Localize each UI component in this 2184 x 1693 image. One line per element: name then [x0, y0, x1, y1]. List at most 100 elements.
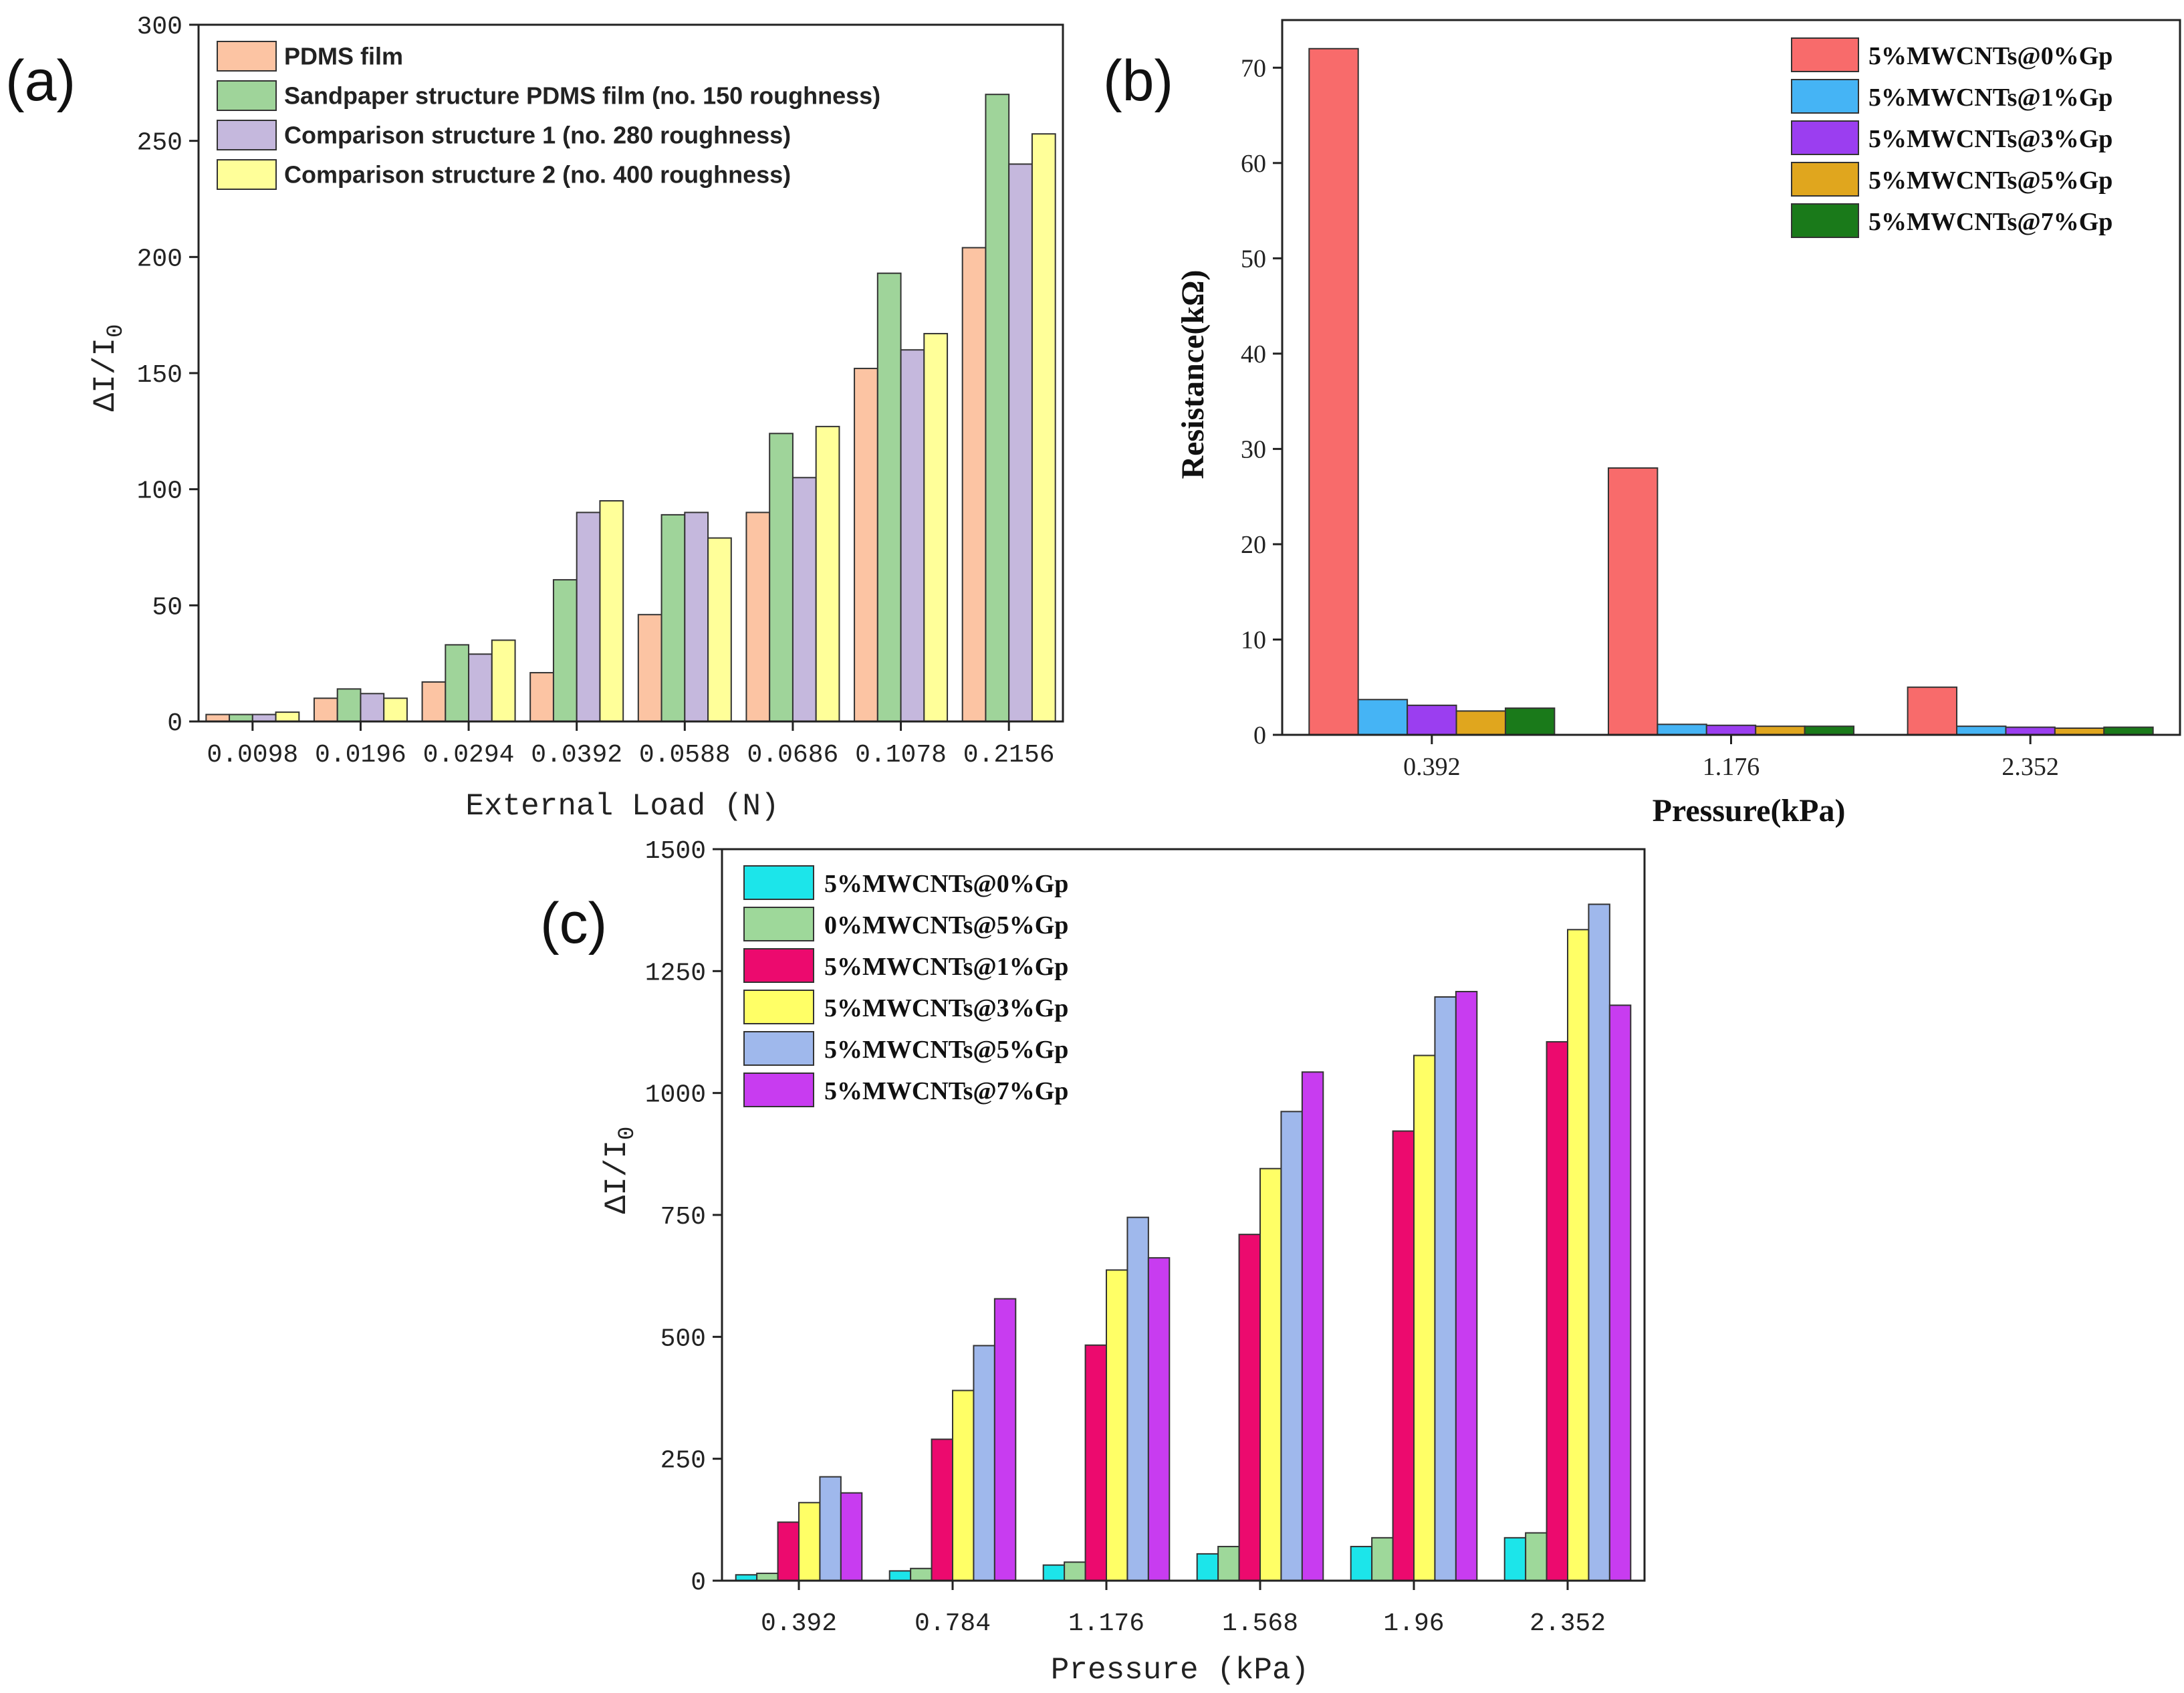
chart-b-bar: [1956, 725, 2007, 736]
chart-c-x-tick-label: 0.784: [915, 1609, 991, 1638]
chart-b-bar: [1407, 704, 1457, 736]
chart-b-bar: [1308, 47, 1359, 736]
chart-c-legend-label: 5%MWCNTs@5%Gp: [824, 1036, 1068, 1064]
chart-c-legend-label: 5%MWCNTs@3%Gp: [824, 994, 1068, 1022]
chart-b-axes: 0 10 20 30 40 50 60 70 0.392 1.176 2.352: [1241, 19, 2181, 781]
chart-b-y-tick-label: 10: [1241, 626, 1266, 654]
chart-b-legend-swatch: [1791, 79, 1859, 114]
chart-c-legend-label: 5%MWCNTs@1%Gp: [824, 953, 1068, 981]
chart-b-bars: [1308, 47, 2154, 736]
chart-a-bar: [275, 711, 300, 723]
chart-c-bars: [735, 903, 1632, 1582]
chart-a-legend-label: Comparison structure 1 (no. 280 roughnes…: [284, 121, 791, 148]
chart-c-y-tick-label: 1250: [645, 959, 706, 988]
chart-a-y-axis-label-main: ΔI/I: [88, 338, 123, 411]
chart-c-bar: [1588, 903, 1610, 1581]
chart-b-y-tick-label: 70: [1241, 54, 1266, 82]
chart-c-bar: [1126, 1216, 1149, 1581]
chart-c-y-axis-label-main: ΔI/I: [600, 1140, 634, 1214]
chart-c-bar: [1196, 1553, 1219, 1582]
chart-b-x-axis-label: Pressure(kPa): [1653, 793, 1846, 828]
chart-a-y-tick-label: 250: [137, 129, 183, 158]
chart-c-x-axis-label: Pressure (kPa): [1051, 1653, 1309, 1688]
chart-c-bar: [1064, 1561, 1086, 1582]
chart-b-y-tick-label: 30: [1241, 435, 1266, 463]
chart-c-bar: [819, 1476, 842, 1582]
chart-c-y-axis-label: ΔI/I0: [600, 1127, 640, 1214]
chart-c-bar: [1567, 929, 1590, 1581]
chart-c-bar: [1106, 1269, 1128, 1581]
chart-c-x-tick-label: 1.568: [1222, 1609, 1298, 1638]
chart-b-x-tick-label: 2.352: [2001, 753, 2059, 781]
chart-b-bar: [2005, 726, 2056, 736]
chart-a-legend-swatch: [217, 80, 277, 111]
chart-c-bar: [1371, 1537, 1394, 1581]
chart-a-legend-swatch: [217, 41, 277, 72]
chart-b-y-tick-label: 60: [1241, 150, 1266, 178]
chart-a-bar: [815, 425, 840, 722]
chart-b-bar: [1657, 723, 1707, 736]
chart-b-bar: [1907, 686, 1958, 736]
chart-a-x-tick-label: 0.0686: [747, 741, 839, 770]
chart-c-legend-label: 0%MWCNTs@5%Gp: [824, 911, 1068, 939]
chart-c-bar: [1392, 1130, 1415, 1581]
chart-a-y-axis-label-sub: 0: [104, 324, 129, 338]
chart-c-legend-swatch: [743, 948, 814, 983]
chart-a-bar: [745, 512, 771, 723]
chart-c-y-axis-label-sub: 0: [615, 1127, 640, 1140]
chart-b-legend-swatch: [1791, 162, 1859, 197]
chart-a-bar: [599, 500, 624, 722]
chart-a-bar: [421, 681, 447, 722]
chart-b-legend-label: 5%MWCNTs@1%Gp: [1868, 84, 2112, 112]
chart-c-bar: [1413, 1054, 1436, 1582]
chart-a: 0 50 100 150 200 250 300 0.0098 0.0196 0.0294 0.03…: [88, 13, 1064, 824]
chart-a-y-tick-label: 200: [137, 245, 183, 273]
chart-b-bar: [1755, 725, 1806, 736]
chart-c-bar: [1084, 1344, 1107, 1582]
chart-c-x-tick-label: 1.176: [1068, 1609, 1144, 1638]
chart-a-y-tick-label: 150: [137, 361, 183, 390]
chart-a-x-tick-label: 0.0294: [423, 741, 515, 770]
chart-b-bar: [1455, 710, 1506, 736]
chart-a-bar: [854, 368, 878, 722]
chart-c-bar: [1238, 1234, 1261, 1581]
chart-c-bar: [910, 1567, 933, 1581]
chart-b-y-tick-label: 50: [1241, 245, 1266, 273]
chart-a-x-tick-label: 0.1078: [855, 741, 947, 770]
chart-c-legend-swatch: [743, 1073, 814, 1107]
chart-c-bar: [840, 1492, 863, 1581]
chart-a-legend-swatch: [217, 159, 277, 190]
chart-c-bar: [1147, 1257, 1171, 1581]
chart-c-bar: [931, 1438, 953, 1582]
chart-c-x-tick-label: 2.352: [1530, 1609, 1606, 1638]
chart-c-bar: [1434, 996, 1457, 1582]
chart-a-legend-label: PDMS film: [284, 42, 403, 70]
chart-b-y-axis-label: Resistance(kΩ): [1175, 269, 1211, 479]
chart-a-x-tick-label: 0.0392: [531, 741, 622, 770]
chart-b-bar: [1357, 699, 1409, 736]
chart-c-bar: [1455, 990, 1478, 1581]
chart-b-legend-swatch: [1791, 37, 1859, 72]
chart-c-bar: [952, 1389, 975, 1582]
chart-a-bar: [684, 512, 709, 723]
chart-a-bar: [985, 94, 1010, 722]
chart-c-y-tick-label: 250: [660, 1447, 706, 1476]
chart-c-y-tick-label: 1000: [645, 1081, 706, 1110]
chart-b-legend-swatch: [1791, 203, 1859, 238]
panel-label-c: (c): [540, 891, 607, 955]
chart-a-bar: [468, 653, 493, 722]
chart-a-legend: PDMS film Sandpaper structure PDMS film (…: [217, 41, 880, 190]
chart-a-bar: [251, 713, 277, 722]
chart-a-y-tick-label: 100: [137, 477, 183, 506]
chart-c-bar: [1280, 1111, 1303, 1581]
chart-a-y-tick-label: 300: [137, 13, 183, 41]
chart-b-legend-label: 5%MWCNTs@7%Gp: [1868, 208, 2112, 236]
chart-c-bar: [973, 1345, 995, 1581]
chart-b-legend: 5%MWCNTs@0%Gp 5%MWCNTs@1%Gp 5%MWCNTs@3%Gp 5…: [1791, 37, 2112, 238]
chart-a-x-tick-label: 0.0098: [207, 741, 298, 770]
chart-a-bar: [552, 579, 578, 722]
chart-c-legend-label: 5%MWCNTs@7%Gp: [824, 1077, 1068, 1105]
chart-a-bar: [923, 332, 949, 723]
chart-a-bar: [637, 614, 662, 723]
chart-b-legend-swatch: [1791, 120, 1859, 155]
